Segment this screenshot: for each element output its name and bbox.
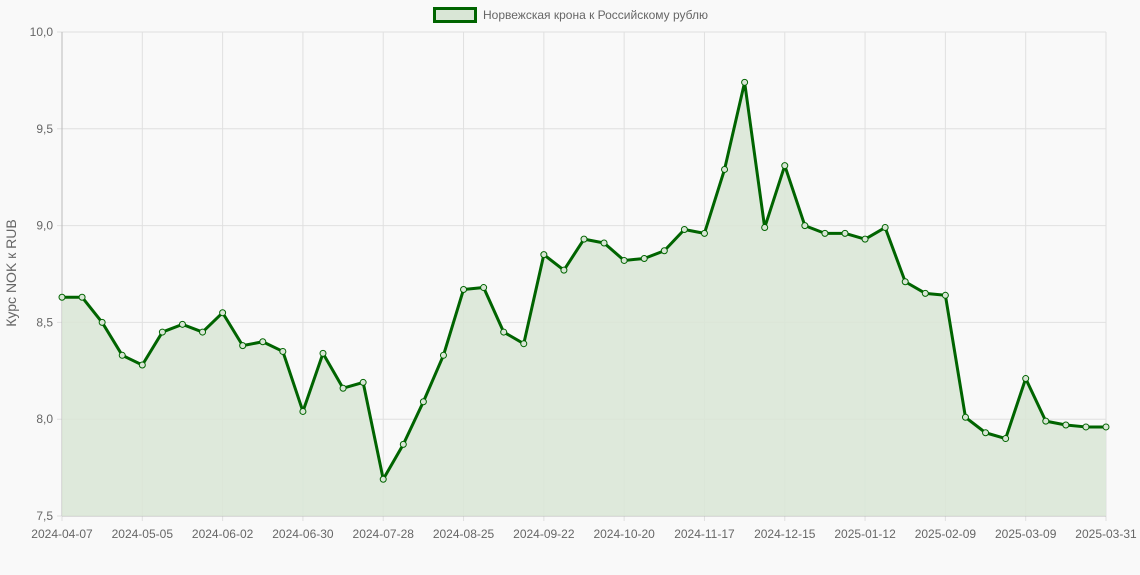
data-point[interactable] <box>721 165 729 173</box>
data-point[interactable] <box>801 222 809 230</box>
data-point[interactable] <box>1022 375 1030 383</box>
chart-legend[interactable]: Норвежская крона к Российскому рублю <box>433 7 708 23</box>
data-point[interactable] <box>1002 435 1010 443</box>
data-point[interactable] <box>600 239 608 247</box>
series-points <box>58 78 1110 483</box>
data-point[interactable] <box>1082 423 1090 431</box>
data-point[interactable] <box>319 349 327 357</box>
x-tick-label: 2024-08-25 <box>433 527 495 541</box>
legend-label: Норвежская крона к Российскому рублю <box>483 8 708 22</box>
series-area-fill <box>62 82 1106 516</box>
y-tick-label: 8,5 <box>36 315 53 329</box>
data-point[interactable] <box>239 342 247 350</box>
data-point[interactable] <box>961 413 969 421</box>
data-point[interactable] <box>460 285 468 293</box>
data-point[interactable] <box>399 440 407 448</box>
data-point[interactable] <box>660 247 668 255</box>
data-point[interactable] <box>480 284 488 292</box>
data-point[interactable] <box>620 256 628 264</box>
data-point[interactable] <box>861 235 869 243</box>
y-tick-label: 7,5 <box>36 509 53 523</box>
x-tick-label: 2024-07-28 <box>353 527 415 541</box>
data-point[interactable] <box>700 229 708 237</box>
data-point[interactable] <box>98 318 106 326</box>
data-point[interactable] <box>58 293 66 301</box>
x-tick-label: 2025-03-09 <box>995 527 1057 541</box>
data-point[interactable] <box>761 224 769 232</box>
data-point[interactable] <box>1062 421 1070 429</box>
data-point[interactable] <box>78 293 86 301</box>
y-tick-label: 9,5 <box>36 122 53 136</box>
data-point[interactable] <box>821 229 829 237</box>
data-point[interactable] <box>359 378 367 386</box>
data-point[interactable] <box>741 78 749 86</box>
x-tick-label: 2024-11-17 <box>674 527 735 541</box>
data-point[interactable] <box>219 309 227 317</box>
data-point[interactable] <box>982 429 990 437</box>
data-point[interactable] <box>339 384 347 392</box>
data-point[interactable] <box>540 251 548 259</box>
data-point[interactable] <box>680 225 688 233</box>
data-point[interactable] <box>500 328 508 336</box>
data-point[interactable] <box>118 351 126 359</box>
data-point[interactable] <box>901 278 909 286</box>
data-point[interactable] <box>299 407 307 415</box>
data-point[interactable] <box>921 289 929 297</box>
data-point[interactable] <box>580 235 588 243</box>
x-tick-label: 2024-12-15 <box>754 527 816 541</box>
data-point[interactable] <box>259 338 267 346</box>
data-point[interactable] <box>419 398 427 406</box>
data-point[interactable] <box>841 229 849 237</box>
data-point[interactable] <box>178 320 186 328</box>
x-tick-label: 2025-02-09 <box>915 527 977 541</box>
x-tick-label: 2024-06-02 <box>192 527 254 541</box>
data-point[interactable] <box>781 162 789 170</box>
data-point[interactable] <box>199 328 207 336</box>
x-tick-label: 2024-04-07 <box>31 527 93 541</box>
data-point[interactable] <box>138 361 146 369</box>
y-tick-label: 9,0 <box>36 219 53 233</box>
y-axis-label: Курс NOK к RUB <box>3 219 19 326</box>
data-point[interactable] <box>520 340 528 348</box>
data-point[interactable] <box>279 347 287 355</box>
data-point[interactable] <box>881 224 889 232</box>
data-point[interactable] <box>158 328 166 336</box>
y-tick-label: 10,0 <box>30 25 54 39</box>
x-tick-label: 2024-09-22 <box>513 527 575 541</box>
x-tick-label: 2025-03-31 <box>1075 527 1137 541</box>
y-tick-label: 8,0 <box>36 412 53 426</box>
data-point[interactable] <box>941 291 949 299</box>
data-point[interactable] <box>560 266 568 274</box>
x-tick-label: 2024-06-30 <box>272 527 334 541</box>
x-tick-labels: 2024-04-07 2024-05-05 2024-06-02 2024-06-30… <box>31 527 1137 541</box>
y-tick-labels: 7,5 8,0 8,5 9,0 9,5 10,0 <box>30 25 54 523</box>
data-point[interactable] <box>439 351 447 359</box>
x-tick-label: 2024-10-20 <box>593 527 655 541</box>
data-point[interactable] <box>379 475 387 483</box>
data-point[interactable] <box>1042 417 1050 425</box>
x-tick-label: 2025-01-12 <box>834 527 896 541</box>
data-point[interactable] <box>640 255 648 263</box>
data-point[interactable] <box>1102 423 1110 431</box>
legend-swatch <box>433 7 477 23</box>
x-tick-label: 2024-05-05 <box>112 527 174 541</box>
